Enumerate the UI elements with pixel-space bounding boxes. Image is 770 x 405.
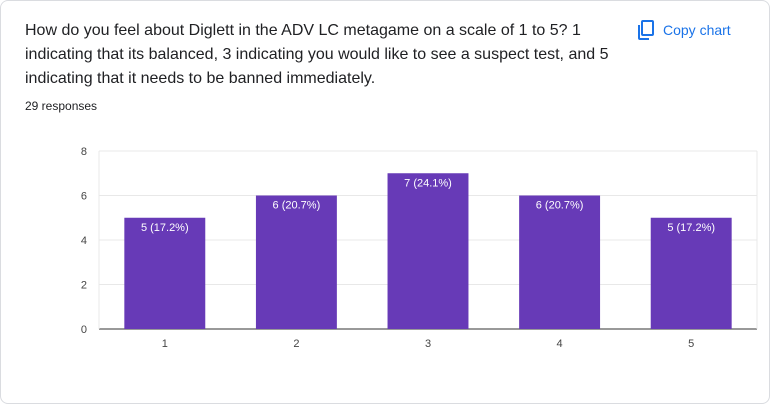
bar: [519, 195, 601, 329]
copy-chart-label: Copy chart: [663, 22, 731, 38]
y-tick-label: 4: [81, 235, 87, 247]
x-tick-label: 1: [162, 338, 168, 350]
question-title: How do you feel about Diglett in the ADV…: [25, 22, 609, 87]
bar: [255, 195, 337, 329]
bar-data-label: 7 (24.1%): [404, 177, 452, 189]
bar: [387, 173, 469, 329]
response-count: 29 responses: [25, 99, 98, 113]
copy-icon: [637, 20, 655, 40]
y-tick-label: 2: [81, 280, 87, 292]
x-tick-label: 5: [688, 338, 694, 350]
y-tick-label: 8: [81, 146, 87, 158]
copy-chart-button[interactable]: Copy chart: [629, 15, 739, 45]
x-tick-label: 4: [557, 338, 563, 350]
bar: [650, 217, 732, 329]
bar: [124, 217, 206, 329]
bar-data-label: 6 (20.7%): [536, 200, 584, 212]
x-tick-label: 2: [293, 338, 299, 350]
y-tick-label: 0: [81, 324, 87, 336]
y-tick-label: 6: [81, 191, 87, 203]
bar-data-label: 5 (17.2%): [141, 222, 189, 234]
x-tick-label: 3: [425, 338, 431, 350]
bar-data-label: 6 (20.7%): [273, 200, 321, 212]
bar-data-label: 5 (17.2%): [667, 222, 715, 234]
